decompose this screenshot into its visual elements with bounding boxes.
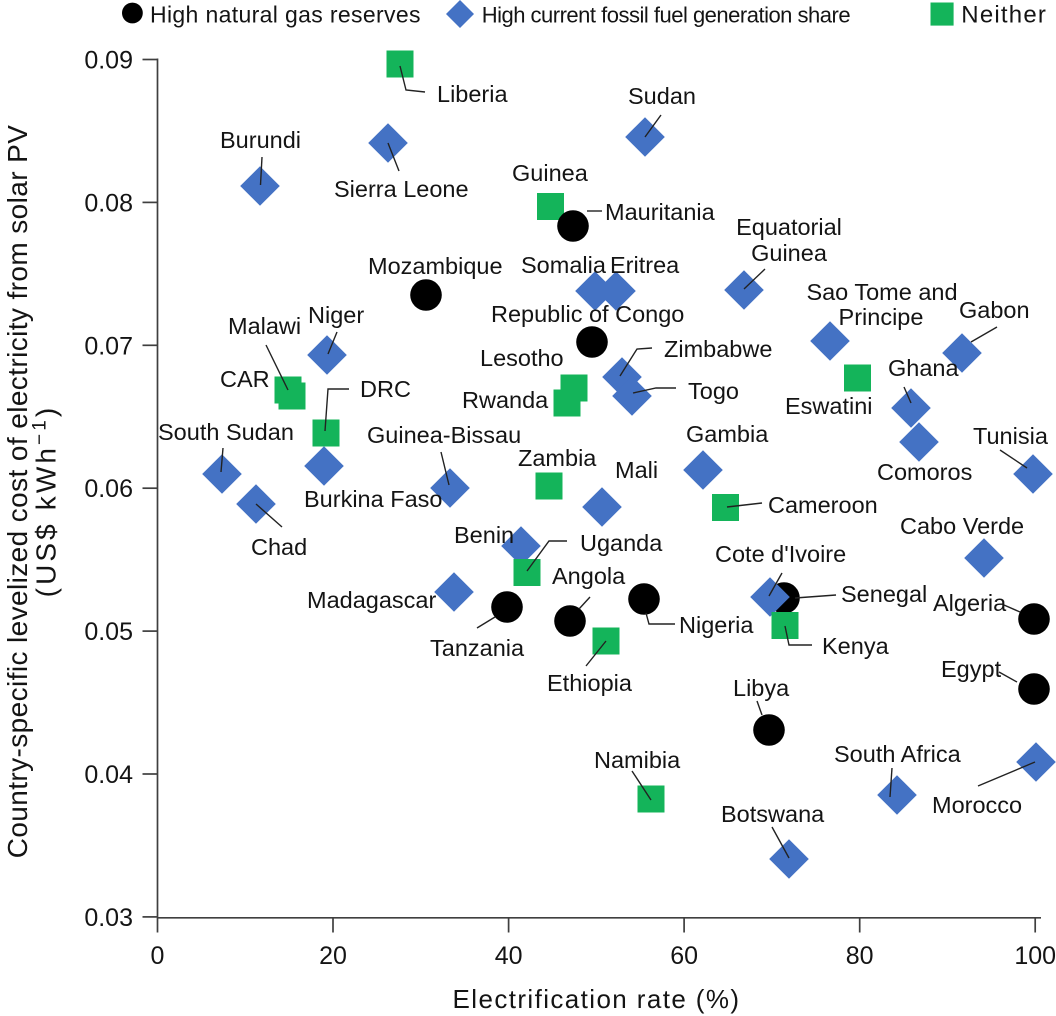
svg-text:Mozambique: Mozambique (368, 253, 503, 279)
svg-text:Mauritania: Mauritania (605, 199, 716, 225)
svg-text:0.08: 0.08 (84, 189, 133, 217)
svg-text:Zimbabwe: Zimbabwe (664, 336, 772, 362)
svg-text:Tanzania: Tanzania (430, 635, 525, 661)
svg-text:Burkina Faso: Burkina Faso (304, 486, 442, 512)
svg-text:Namibia: Namibia (594, 747, 681, 773)
svg-text:Botswana: Botswana (721, 801, 825, 827)
svg-text:Burundi: Burundi (220, 127, 301, 153)
svg-text:Malawi: Malawi (228, 313, 301, 339)
svg-text:Niger: Niger (308, 302, 364, 328)
svg-text:Tunisia: Tunisia (973, 423, 1049, 449)
svg-text:Morocco: Morocco (932, 792, 1022, 818)
svg-text:Somalia: Somalia (521, 252, 607, 278)
svg-text:DRC: DRC (360, 376, 411, 402)
svg-text:South Sudan: South Sudan (158, 419, 294, 445)
svg-text:Senegal: Senegal (841, 581, 927, 607)
svg-text:CAR: CAR (220, 366, 270, 392)
svg-text:Sao Tome and: Sao Tome and (806, 279, 957, 305)
svg-text:Togo: Togo (688, 378, 739, 404)
svg-text:Chad: Chad (251, 534, 307, 560)
svg-text:20: 20 (319, 942, 347, 970)
svg-text:Cabo Verde: Cabo Verde (900, 513, 1024, 539)
svg-text:Gabon: Gabon (959, 297, 1030, 323)
svg-text:Kenya: Kenya (822, 633, 890, 659)
svg-text:High natural gas reserves: High natural gas reserves (150, 2, 421, 28)
svg-text:Equatorial: Equatorial (736, 214, 842, 240)
svg-text:Comoros: Comoros (877, 459, 972, 485)
svg-text:Uganda: Uganda (580, 530, 663, 556)
svg-text:80: 80 (846, 942, 874, 970)
svg-text:0.05: 0.05 (84, 618, 133, 646)
svg-text:Madagascar: Madagascar (307, 587, 436, 613)
svg-text:Gambia: Gambia (686, 421, 769, 447)
svg-text:High current fossil fuel gener: High current fossil fuel generation shar… (482, 3, 851, 28)
svg-text:Algeria: Algeria (933, 590, 1007, 616)
svg-text:Ethiopia: Ethiopia (547, 670, 633, 696)
svg-text:Rwanda: Rwanda (462, 387, 549, 413)
svg-text:Country-specific levelized cos: Country-specific levelized cost of elect… (2, 125, 33, 859)
svg-text:Zambia: Zambia (518, 445, 597, 471)
svg-text:0.09: 0.09 (84, 47, 133, 75)
svg-text:(US$ kWh−1): (US$ kWh−1) (30, 405, 62, 598)
svg-text:0.07: 0.07 (84, 332, 133, 360)
svg-text:60: 60 (670, 942, 698, 970)
svg-text:0.03: 0.03 (84, 904, 133, 932)
svg-text:Sudan: Sudan (628, 83, 696, 109)
svg-text:Angola: Angola (552, 563, 626, 589)
svg-text:Sierra Leone: Sierra Leone (334, 176, 469, 202)
svg-text:Guinea: Guinea (751, 240, 828, 266)
svg-text:Cameroon: Cameroon (768, 492, 878, 518)
svg-text:Guinea-Bissau: Guinea-Bissau (367, 422, 521, 448)
svg-text:Nigeria: Nigeria (679, 612, 754, 638)
svg-text:Benin: Benin (454, 522, 514, 548)
svg-text:100: 100 (1014, 942, 1056, 970)
svg-text:0.04: 0.04 (84, 761, 133, 789)
svg-text:Neither: Neither (961, 2, 1047, 29)
svg-text:South Africa: South Africa (834, 741, 962, 767)
svg-text:Lesotho: Lesotho (480, 345, 564, 371)
svg-text:Liberia: Liberia (437, 81, 508, 107)
svg-text:0: 0 (151, 942, 165, 970)
svg-text:Guinea: Guinea (512, 160, 589, 186)
svg-text:Eritrea: Eritrea (610, 252, 680, 278)
svg-text:Electrification rate (%): Electrification rate (%) (453, 984, 741, 1014)
svg-text:Principe: Principe (839, 304, 924, 330)
svg-text:Eswatini: Eswatini (785, 393, 873, 419)
svg-text:Mali: Mali (615, 457, 658, 483)
svg-text:40: 40 (495, 942, 523, 970)
svg-text:Libya: Libya (733, 675, 790, 701)
svg-text:Ghana: Ghana (888, 355, 959, 381)
svg-text:Cote d'Ivoire: Cote d'Ivoire (715, 541, 846, 567)
svg-text:Republic of Congo: Republic of Congo (491, 301, 684, 327)
svg-text:Egypt: Egypt (941, 656, 1002, 682)
svg-text:0.06: 0.06 (84, 475, 133, 503)
